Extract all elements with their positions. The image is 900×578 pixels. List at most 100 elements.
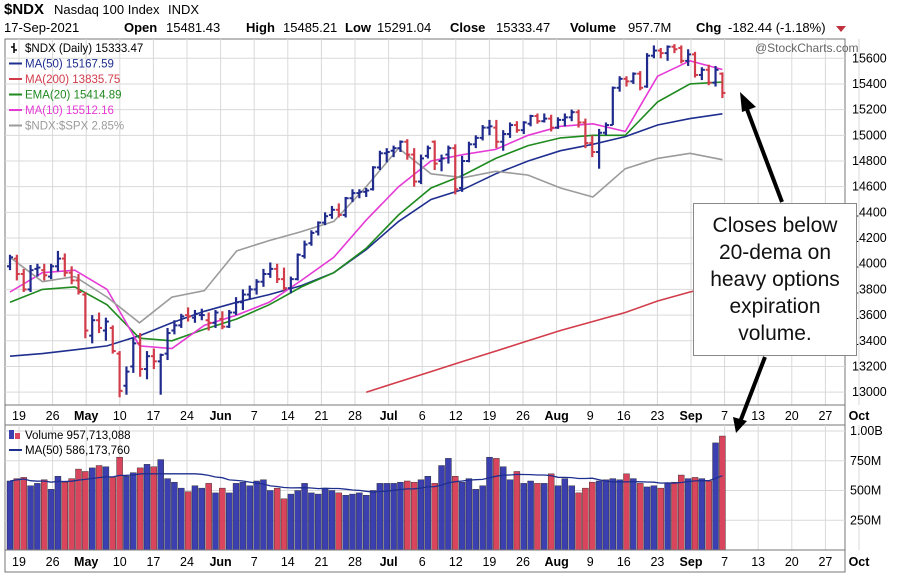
ohlc-bar — [34, 263, 41, 277]
volume-bar — [410, 481, 418, 551]
volume-bar — [561, 478, 569, 551]
ohlc-bar — [479, 125, 486, 141]
ohlc-bar — [20, 268, 27, 292]
volume-bar — [41, 479, 48, 551]
x-tick-label: 16 — [617, 409, 631, 423]
x-tick-label: Aug — [544, 409, 568, 423]
volume-bar — [383, 483, 390, 551]
volume-legend: Volume 957,713,088 MA(50) 586,173,760 — [9, 430, 131, 457]
volume-bar — [349, 493, 356, 551]
price-tick-label: 15000 — [852, 128, 887, 142]
x-tick-label: 6 — [419, 409, 426, 423]
volume-bar — [88, 467, 96, 551]
ohlc-bar — [342, 196, 349, 218]
volume-bar — [260, 479, 267, 551]
ohlc-bar — [678, 45, 685, 64]
x-tick-label: May — [74, 555, 98, 569]
ohlc-bar — [96, 312, 103, 334]
ohlc-bar — [445, 145, 452, 164]
volume-bar — [157, 459, 164, 551]
volume-bar — [397, 481, 404, 551]
volume-label: Volume — [570, 20, 616, 35]
volume-bar — [205, 483, 212, 551]
ohlc-bar — [623, 76, 630, 87]
date: 17-Sep-2021 — [4, 20, 79, 35]
ohlc-bar — [48, 263, 55, 280]
price-tick-label: 13200 — [852, 359, 887, 373]
x-tick-label: 13 — [751, 555, 765, 569]
volume-bar — [280, 498, 288, 551]
volume-bar — [150, 466, 158, 551]
ohlc-bar — [555, 117, 561, 129]
ohlc-bar — [575, 109, 582, 128]
ohlc-bar — [616, 76, 623, 92]
x-tick-label: 27 — [818, 409, 832, 423]
volume-bar — [301, 483, 308, 551]
ohlc-bar — [144, 351, 150, 380]
ohlc-bar — [13, 254, 20, 281]
volume-bar — [376, 483, 384, 551]
volume-bar — [287, 493, 295, 551]
ohlc-bar — [568, 109, 575, 122]
legend-item: Volume 957,713,088 — [9, 430, 131, 442]
volume-ma-line — [9, 473, 723, 493]
ohlc-bar — [164, 327, 171, 361]
ohlc-bar — [41, 263, 48, 281]
ohlc-bar — [89, 315, 96, 344]
legend-label: MA(50) 15167.59 — [25, 59, 114, 71]
ohlc-bar — [7, 254, 13, 271]
ohlc-bar — [390, 145, 397, 158]
ohlc-bar — [109, 325, 116, 354]
ohlc-bar — [239, 289, 246, 310]
ohlc-bar — [431, 140, 438, 170]
x-tick-label: 10 — [113, 409, 127, 423]
ohlc-bar — [397, 140, 404, 153]
volume-bar — [369, 490, 377, 551]
volume-ma-path — [9, 473, 723, 493]
volume-bar — [527, 480, 534, 551]
volume-bar — [390, 483, 397, 551]
price-tick-label: 15200 — [852, 103, 887, 117]
price-y-axis: 13000 13200 13400 13600 13800 14000 14200 14400… — [852, 51, 887, 399]
ohlc-bar — [294, 253, 301, 281]
volume-bar — [445, 458, 452, 551]
volume-bar — [623, 473, 630, 551]
volume-bar — [54, 476, 62, 551]
x-tick-label: 24 — [180, 555, 194, 569]
ohlc-bar — [650, 45, 657, 59]
volume-bar — [13, 478, 21, 551]
volume-bar — [109, 477, 116, 551]
ohlc-bar — [178, 313, 185, 328]
volume-bar — [315, 493, 322, 551]
price-tick-label: 13000 — [852, 385, 887, 399]
x-tick-label: 16 — [617, 555, 631, 569]
volume-bar — [130, 472, 137, 551]
legend-item: MA(50) 586,173,760 — [9, 445, 130, 457]
volume-bar — [68, 478, 75, 551]
x-tick-label: 12 — [449, 555, 463, 569]
x-tick-label: Sep — [680, 409, 703, 423]
volume-bar — [616, 479, 623, 551]
ohlc-bar — [185, 307, 192, 322]
x-axis-bottom: 19 26 May 10 17 24 Jun 7 14 21 28 Jul 6 12 19 26 Aug 9 16 2… — [12, 555, 870, 569]
volume-bar — [513, 471, 521, 551]
ohlc-bar — [548, 114, 555, 132]
volume-bar — [116, 456, 123, 551]
annotation-arrows — [733, 92, 784, 433]
volume-tick-label: 750M — [850, 454, 881, 468]
volume-bar — [452, 476, 459, 551]
ohlc-bar — [685, 49, 692, 66]
legend-item: MA(10) 15512.16 — [9, 105, 114, 117]
x-tick-label: 21 — [314, 409, 328, 423]
ohlc-bar — [664, 45, 671, 61]
volume-bar — [630, 478, 637, 551]
x-tick-label: 9 — [587, 409, 594, 423]
volume-bar — [143, 464, 151, 551]
x-tick-label: 28 — [348, 409, 362, 423]
ohlc-bar — [253, 279, 260, 295]
ohlc-bar — [219, 311, 226, 330]
indicator-line-ma200 — [365, 284, 723, 393]
volume-bar — [335, 492, 342, 551]
volume-bar — [589, 481, 596, 551]
volume-bar — [308, 492, 315, 551]
